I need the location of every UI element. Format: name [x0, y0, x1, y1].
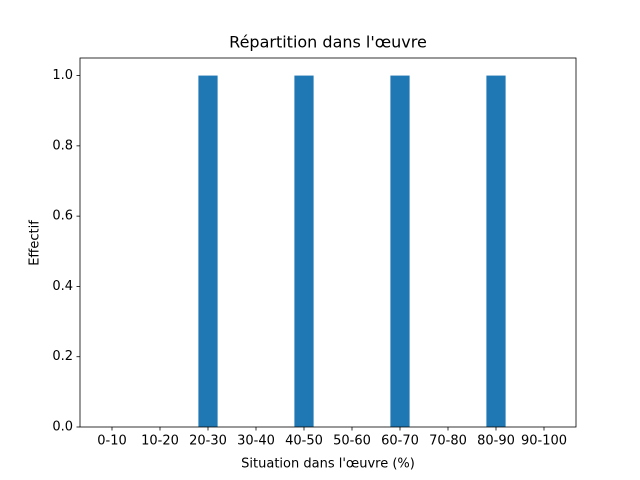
x-tick-label: 60-70: [381, 434, 419, 449]
bar: [390, 75, 410, 428]
y-tick-label: 0.4: [52, 279, 73, 294]
y-tick-label: 0.0: [52, 420, 73, 435]
y-tick-label: 0.6: [52, 209, 73, 224]
y-tick-label: 0.2: [52, 349, 73, 364]
bar: [198, 75, 218, 428]
x-tick-label: 70-80: [429, 434, 467, 449]
x-tick-label: 40-50: [285, 434, 323, 449]
x-tick-label: 30-40: [237, 434, 275, 449]
bar: [486, 75, 506, 428]
axes-frame: [79, 57, 577, 428]
y-tick-label: 1.0: [52, 68, 73, 83]
x-tick-label: 20-30: [189, 434, 227, 449]
x-tick-label: 80-90: [477, 434, 515, 449]
x-tick-label: 50-60: [333, 434, 371, 449]
y-tick-label: 0.8: [52, 138, 73, 153]
y-axis-label: Effectif: [28, 220, 43, 266]
x-tick-label: 10-20: [141, 434, 179, 449]
x-tick-label: 0-10: [97, 434, 127, 449]
bar: [294, 75, 314, 428]
chart-title: Répartition dans l'œuvre: [229, 33, 427, 52]
x-axis-label: Situation dans l'œuvre (%): [241, 457, 415, 472]
x-tick-label: 90-100: [521, 434, 567, 449]
